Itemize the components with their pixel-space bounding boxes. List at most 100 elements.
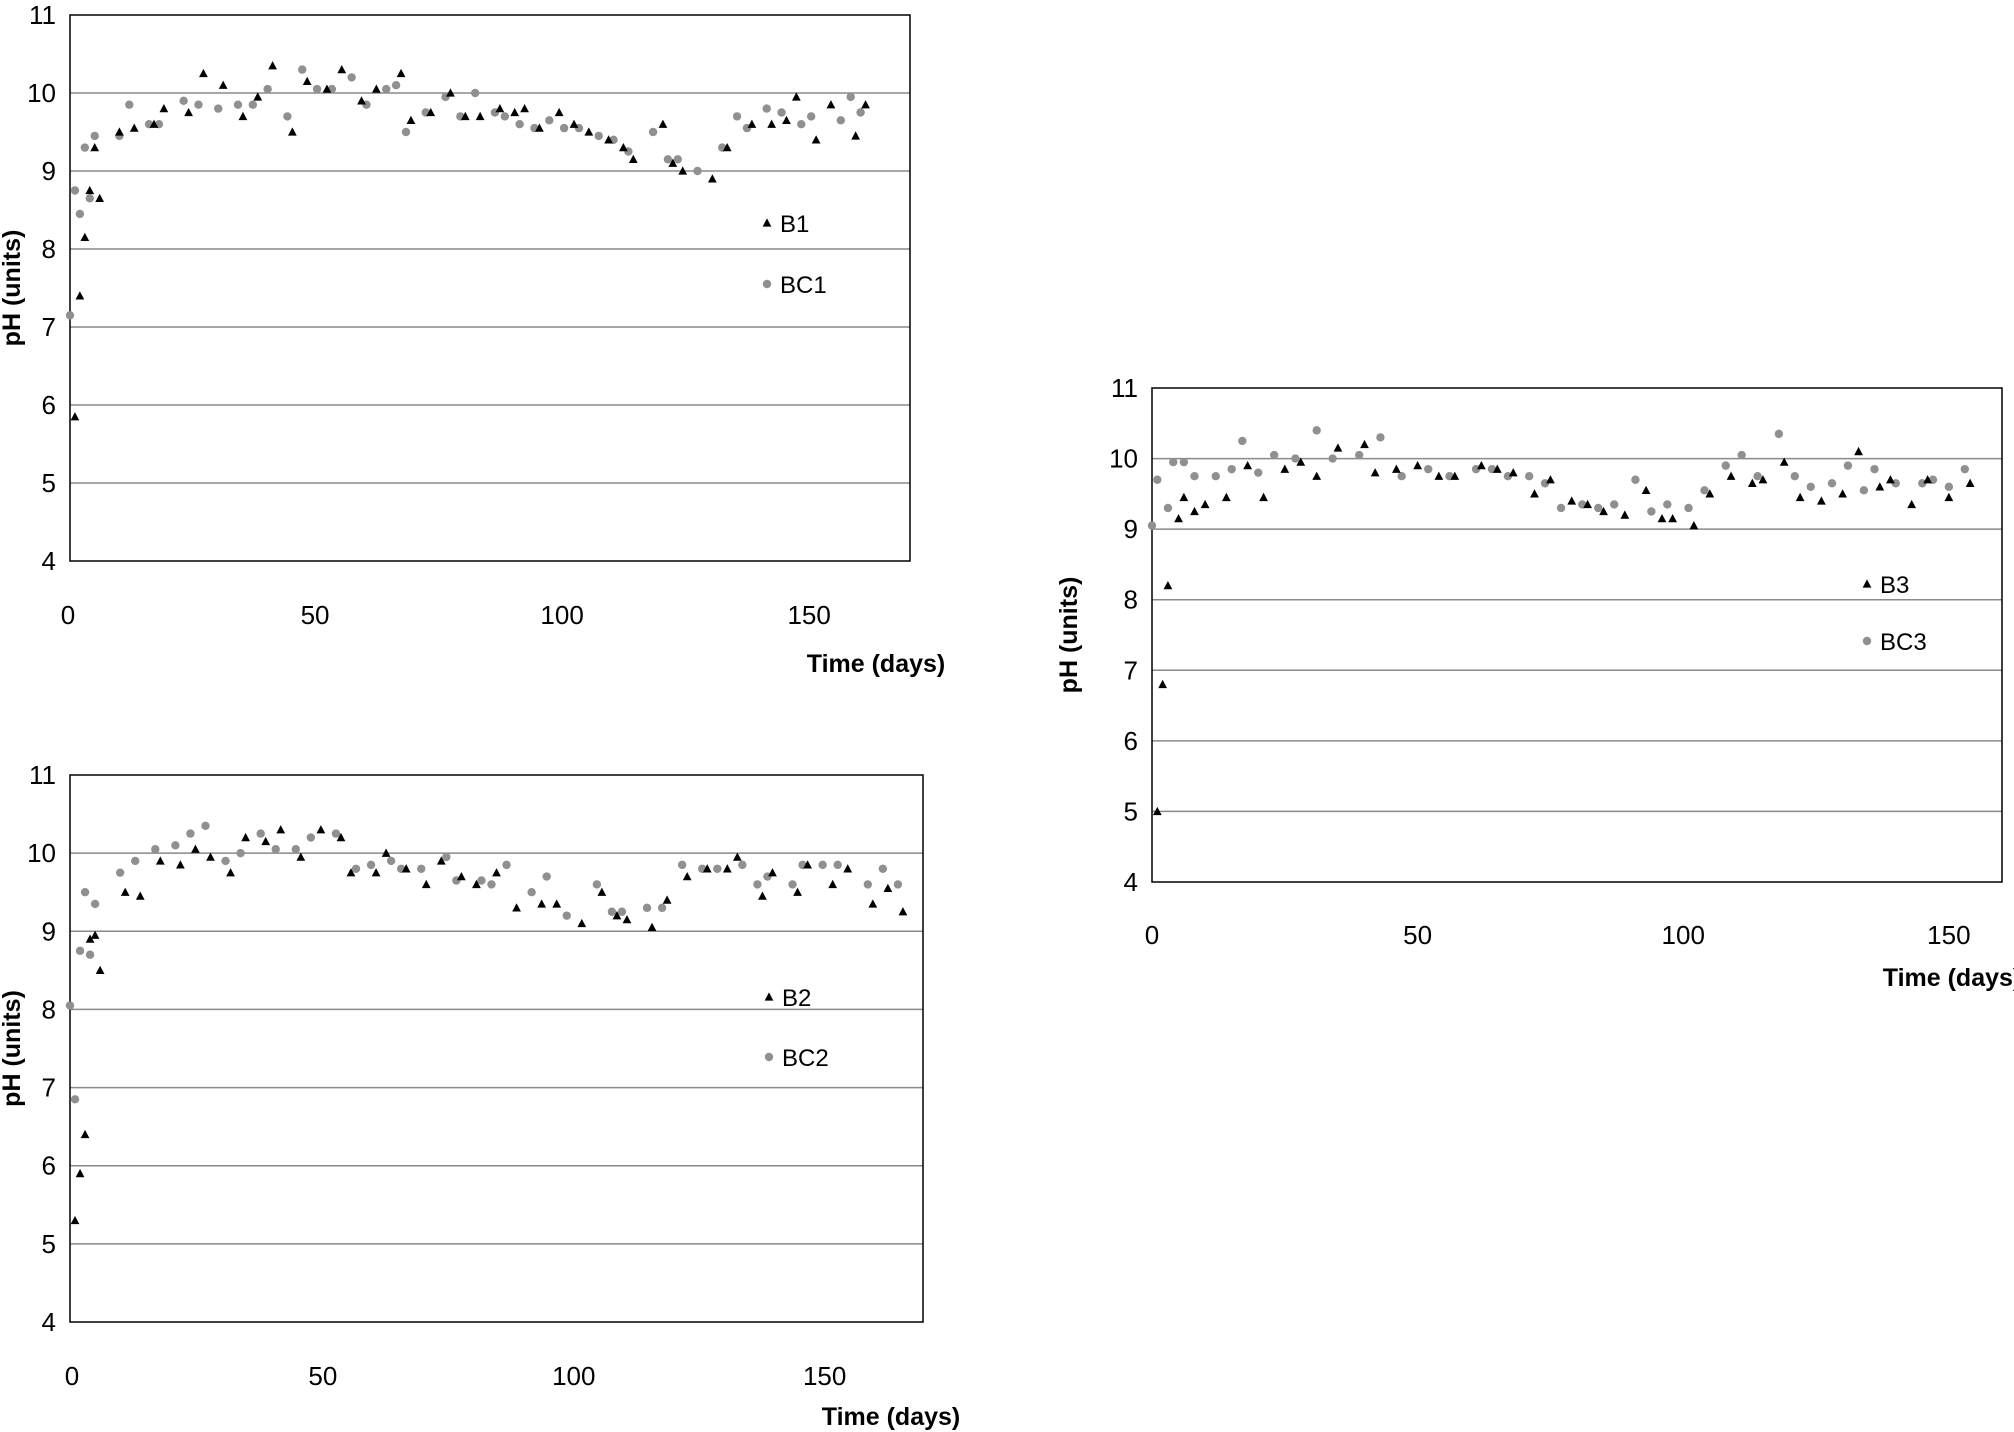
data-point-triangle	[1620, 510, 1630, 519]
data-point-triangle	[1923, 475, 1932, 484]
data-point-triangle	[155, 856, 165, 865]
data-point-triangle	[1450, 471, 1460, 480]
data-point-triangle	[336, 832, 346, 842]
y-tick-label: 4	[1124, 867, 1138, 897]
data-point-triangle	[421, 879, 431, 889]
data-point-triangle	[628, 154, 638, 163]
data-point-circle	[65, 311, 75, 320]
data-point-circle	[1312, 426, 1321, 435]
legend-marker-triangle-icon	[764, 992, 774, 1001]
data-point-triangle	[436, 856, 446, 865]
data-point-triangle	[510, 107, 520, 117]
data-point-circle	[893, 880, 903, 889]
data-point-circle	[559, 123, 569, 133]
data-point-circle	[291, 845, 300, 854]
data-point-circle	[1737, 450, 1746, 460]
data-point-circle	[527, 888, 536, 897]
data-point-circle	[1524, 472, 1534, 481]
data-point-triangle	[584, 127, 594, 136]
data-point-triangle	[115, 127, 124, 136]
data-point-triangle	[406, 115, 416, 124]
y-axis-label: pH (units)	[0, 990, 26, 1107]
data-point-circle	[1753, 472, 1762, 481]
data-point-triangle	[241, 832, 250, 842]
data-point-circle	[366, 860, 376, 870]
data-point-triangle	[401, 864, 411, 873]
data-point-triangle	[381, 848, 391, 857]
data-point-triangle	[1333, 443, 1343, 452]
data-point-triangle	[337, 65, 347, 74]
data-point-circle	[753, 880, 762, 889]
legend-marker-circle-icon	[764, 1052, 774, 1062]
data-point-triangle	[747, 119, 757, 128]
y-tick-label: 11	[29, 0, 56, 30]
data-point-triangle	[135, 891, 145, 900]
data-point-triangle	[1152, 806, 1162, 816]
y-tick-label: 6	[42, 1151, 56, 1181]
data-point-triangle	[1296, 457, 1306, 466]
data-point-triangle	[520, 104, 529, 113]
plot-area	[1151, 387, 2003, 883]
data-point-triangle	[1158, 679, 1167, 689]
data-point-circle	[1700, 486, 1709, 495]
data-point-circle	[856, 108, 865, 117]
data-point-triangle	[261, 836, 271, 846]
data-point-triangle	[883, 883, 893, 892]
y-tick-label: 11	[1111, 373, 1138, 403]
data-point-triangle	[80, 1129, 90, 1139]
data-point-triangle	[678, 166, 688, 175]
data-point-circle	[713, 864, 722, 873]
data-point-triangle	[316, 825, 326, 834]
data-point-circle	[1211, 472, 1220, 481]
data-point-triangle	[426, 107, 436, 117]
data-point-circle	[233, 100, 243, 109]
data-point-circle	[594, 131, 603, 141]
legend-label: BC3	[1880, 629, 1927, 656]
x-tick-label: 50	[301, 600, 330, 630]
data-point-triangle	[1200, 499, 1210, 509]
data-point-circle	[214, 104, 223, 113]
data-point-triangle	[722, 143, 732, 152]
data-point-triangle	[475, 111, 485, 121]
data-point-triangle	[1817, 496, 1826, 505]
data-point-circle	[878, 864, 888, 873]
data-point-circle	[248, 100, 258, 109]
series-b1	[70, 61, 870, 421]
data-point-circle	[607, 907, 617, 916]
data-point-triangle	[658, 119, 668, 128]
data-point-triangle	[357, 96, 366, 105]
data-point-triangle	[176, 860, 185, 869]
x-axis-label: Time (days)	[1883, 964, 2014, 992]
data-point-circle	[1179, 457, 1189, 467]
data-point-triangle	[1583, 499, 1592, 509]
data-point-circle	[657, 903, 667, 913]
data-point-circle	[1291, 454, 1300, 463]
data-point-triangle	[554, 107, 564, 117]
data-point-triangle	[268, 61, 277, 70]
legend-label: B2	[782, 985, 811, 1012]
data-point-triangle	[512, 903, 521, 912]
data-point-circle	[1891, 479, 1900, 488]
data-point-triangle	[302, 76, 312, 85]
data-point-circle	[1238, 436, 1247, 446]
data-point-circle	[617, 907, 627, 916]
data-point-triangle	[1657, 513, 1667, 523]
data-point-triangle	[552, 899, 562, 908]
y-tick-label: 7	[42, 1073, 56, 1103]
data-point-triangle	[612, 911, 622, 920]
data-point-triangle	[129, 123, 139, 132]
y-tick-label: 4	[42, 1307, 56, 1337]
legend-label: BC2	[782, 1045, 829, 1072]
y-tick-label: 4	[42, 546, 56, 576]
legend-item-b2: B2	[764, 985, 811, 1012]
data-point-circle	[131, 856, 140, 866]
data-point-circle	[151, 845, 160, 854]
data-point-triangle	[1190, 506, 1199, 516]
data-point-triangle	[707, 174, 717, 183]
data-point-triangle	[1163, 581, 1173, 590]
data-point-triangle	[828, 879, 838, 889]
data-point-circle	[738, 860, 747, 870]
data-point-triangle	[1779, 457, 1789, 466]
data-point-circle	[1376, 433, 1385, 442]
